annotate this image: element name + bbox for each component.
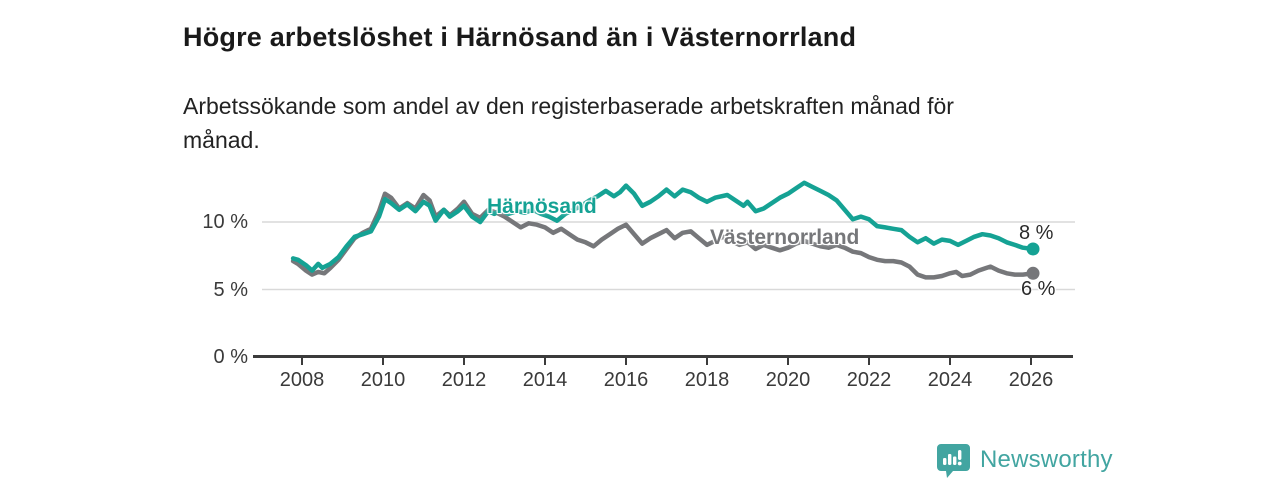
chart-subtitle-line1: Arbetssökande som andel av den registerb… — [183, 93, 954, 119]
x-tick-label: 2020 — [765, 369, 811, 391]
y-tick-label: 5 % — [213, 278, 248, 301]
x-tick-label: 2008 — [279, 369, 325, 391]
series-line-härnösand — [290, 180, 1036, 273]
chart-subtitle: Arbetssökande som andel av den registerb… — [183, 89, 1083, 157]
x-tick-label: 2016 — [603, 369, 649, 391]
x-tick-label: 2024 — [927, 369, 973, 391]
end-value-label-västernorrland: 6 % — [1021, 278, 1056, 300]
newsworthy-logo: Newsworthy — [936, 442, 1113, 478]
series-label-västernorrland: Västernorrland — [710, 226, 860, 249]
x-tick-label: 2010 — [360, 369, 406, 391]
end-value-label-härnösand: 8 % — [1019, 222, 1054, 244]
brand-name: Newsworthy — [980, 446, 1113, 473]
y-tick-label: 0 % — [213, 346, 248, 368]
chart-subtitle-line2: månad. — [183, 127, 260, 153]
series-label-härnösand: Härnösand — [487, 195, 597, 218]
x-tick-label: 2022 — [846, 369, 892, 391]
x-tick-label: 2018 — [684, 369, 730, 391]
end-dot-härnösand — [1026, 242, 1040, 256]
x-tick-label: 2026 — [1008, 369, 1054, 391]
end-dot-västernorrland — [1026, 266, 1040, 280]
bar-chart-bubble-icon — [936, 442, 971, 478]
y-tick-label: 10 % — [202, 211, 248, 233]
x-tick-label: 2012 — [441, 369, 487, 391]
page-title: Högre arbetslöshet i Härnösand än i Väst… — [183, 22, 857, 53]
x-tick-label: 2014 — [522, 369, 568, 391]
